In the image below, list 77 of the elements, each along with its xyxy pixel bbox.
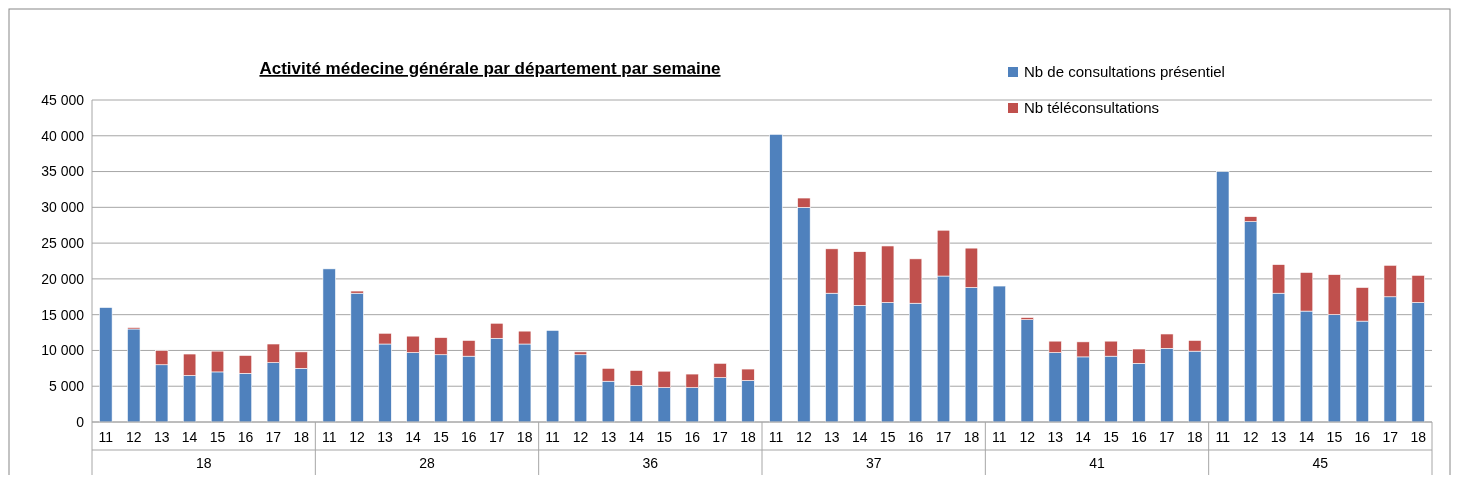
x-tick-label: 15 (1326, 429, 1343, 445)
x-tick-label: 18 (1410, 429, 1427, 445)
x-tick-label: 12 (572, 429, 589, 445)
x-tick-label: 15 (433, 429, 449, 445)
x-tick-label: 14 (405, 429, 421, 445)
bar (573, 354, 588, 423)
x-tick-label: 11 (1215, 429, 1231, 445)
x-tick-label: 12 (1019, 429, 1036, 445)
legend-label: Nb téléconsultations (1024, 99, 1160, 117)
bar (1020, 319, 1034, 423)
text: 37 (865, 455, 882, 471)
x-tick-label: 17 (712, 429, 729, 445)
x-tick-label: 13 (1047, 429, 1064, 445)
y-tick-label: 40 000 (41, 127, 85, 144)
bar (1216, 171, 1230, 423)
bar (546, 330, 560, 423)
x-tick-label: 14 (181, 429, 198, 445)
x-tick-label: 12 (1242, 429, 1259, 445)
bar (350, 292, 364, 423)
x-tick-label: 16 (237, 429, 254, 445)
x-tick-label: 12 (125, 429, 142, 445)
x-tick-label: 13 (377, 429, 394, 445)
y-tick-label: 30 000 (41, 199, 85, 216)
y-tick-label: 10 000 (41, 342, 85, 359)
x-tick-label: 11 (768, 429, 784, 445)
x-tick-label: 13 (600, 429, 617, 445)
y-tick-label: 25 000 (41, 235, 85, 252)
x-tick-label: 11 (545, 429, 561, 445)
bar (769, 134, 783, 423)
x-tick-label: 15 (656, 429, 673, 445)
x-tick-label: 18 (293, 429, 310, 445)
bar (322, 268, 336, 423)
y-tick-label: 45 000 (41, 91, 85, 108)
x-tick-label: 14 (1298, 429, 1315, 445)
x-tick-label: 14 (851, 429, 868, 445)
x-tick-label: 16 (907, 429, 924, 445)
x-tick-label: 17 (1382, 429, 1399, 445)
x-tick-label: 12 (349, 429, 366, 445)
x-tick-label: 11 (992, 429, 1007, 445)
bar (127, 328, 141, 423)
x-tick-label: 16 (684, 429, 701, 445)
x-tick-label: 11 (321, 429, 337, 445)
x-tick-label: 15 (209, 429, 226, 445)
text: 28 (419, 455, 435, 471)
x-tick-label: 14 (628, 429, 645, 445)
text: 45 (1312, 455, 1329, 471)
x-tick-label: 17 (1159, 429, 1175, 445)
y-tick-label: 20 000 (41, 270, 85, 287)
x-tick-label: 17 (935, 429, 952, 445)
bar (99, 307, 113, 423)
legend-label: Nb de consultations présentiel (1024, 63, 1225, 81)
y-tick-label: 0 (76, 413, 85, 430)
x-tick-label: 16 (461, 429, 477, 445)
text: 36 (642, 455, 659, 471)
x-tick-label: 13 (153, 429, 170, 445)
x-tick-label: 18 (516, 429, 533, 445)
x-tick-label: 14 (1075, 429, 1092, 445)
x-tick-label: 16 (1354, 429, 1371, 445)
x-tick-label: 18 (740, 429, 757, 445)
x-tick-label: 13 (1270, 429, 1287, 445)
x-tick-label: 16 (1131, 429, 1147, 445)
x-tick-label: 13 (824, 429, 840, 445)
x-tick-label: 15 (1103, 429, 1120, 445)
x-tick-label: 17 (488, 429, 505, 445)
y-tick-label: 5 000 (48, 378, 85, 395)
x-tick-label: 18 (963, 429, 980, 445)
x-tick-label: 18 (1187, 429, 1203, 445)
x-tick-label: 17 (265, 429, 282, 445)
y-tick-label: 15 000 (41, 306, 85, 323)
x-tick-label: 15 (879, 429, 896, 445)
x-tick-label: 12 (796, 429, 812, 445)
y-tick-label: 35 000 (41, 163, 85, 180)
bar (992, 285, 1006, 423)
text: 18 (195, 455, 212, 471)
x-tick-label: 11 (98, 429, 114, 445)
chart-title: Activité médecine générale par département par semaine (259, 59, 721, 78)
text: 41 (1089, 455, 1105, 471)
